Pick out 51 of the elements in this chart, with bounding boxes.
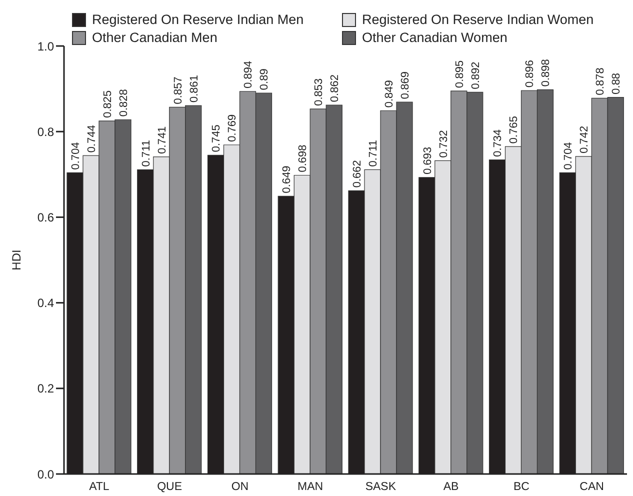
x-tick-label: CAN [580, 481, 604, 494]
x-tick-label: AB [443, 481, 460, 494]
y-tick-label: 1.0 [37, 39, 54, 54]
data-label: 0.662 [352, 160, 364, 188]
data-label: 0.849 [384, 80, 396, 108]
y-tick-label: 0.0 [37, 467, 54, 482]
x-tick-label: ON [231, 481, 249, 494]
legend-label: Other Canadian Women [362, 30, 508, 45]
x-tick-label: MAN [298, 481, 324, 494]
data-label: 0.862 [329, 74, 342, 102]
y-tick-label: 0.8 [37, 124, 54, 139]
y-axis-title: HDI [9, 250, 24, 270]
data-label: 0.693 [422, 146, 434, 174]
data-label: 0.745 [210, 124, 223, 152]
data-label: 0.895 [454, 60, 466, 88]
data-label: 0.732 [438, 130, 450, 158]
legend-label: Other Canadian Men [92, 30, 218, 45]
data-label: 0.825 [102, 90, 114, 118]
data-label: 0.704 [562, 142, 575, 170]
x-tick-label: BC [513, 481, 530, 494]
y-tick-label: 0.2 [37, 382, 54, 396]
data-label: 0.853 [313, 78, 326, 106]
data-label: 0.898 [540, 59, 552, 87]
y-tick-label: 0.4 [37, 296, 54, 310]
x-tick-label: QUE [157, 481, 182, 494]
data-label: 0.88 [610, 72, 623, 94]
data-label: 0.828 [118, 89, 130, 117]
data-label: 0.742 [578, 126, 591, 154]
data-label: 0.869 [400, 72, 412, 100]
legend-label: Registered On Reserve Indian Men [92, 12, 304, 27]
data-label: 0.769 [226, 114, 239, 142]
data-label: 0.649 [281, 166, 294, 194]
x-tick-label: ATL [89, 481, 110, 494]
data-label: 0.89 [258, 68, 271, 90]
data-label: 0.857 [172, 76, 184, 104]
data-label: 0.892 [470, 62, 482, 90]
data-label: 0.878 [594, 68, 607, 96]
data-label: 0.711 [140, 140, 152, 167]
data-label: 0.894 [242, 60, 255, 88]
legend-label: Registered On Reserve Indian Women [362, 12, 594, 27]
data-label: 0.711 [368, 140, 380, 167]
data-label: 0.734 [492, 129, 504, 157]
data-label: 0.704 [70, 142, 82, 170]
data-label: 0.861 [188, 74, 200, 102]
data-label: 0.744 [86, 125, 98, 153]
data-label: 0.765 [508, 116, 520, 144]
data-label: 0.698 [297, 144, 310, 172]
y-tick-label: 0.6 [37, 210, 54, 224]
x-tick-label: SASK [365, 481, 396, 494]
data-label: 0.741 [156, 126, 168, 154]
data-label: 0.896 [524, 60, 536, 88]
